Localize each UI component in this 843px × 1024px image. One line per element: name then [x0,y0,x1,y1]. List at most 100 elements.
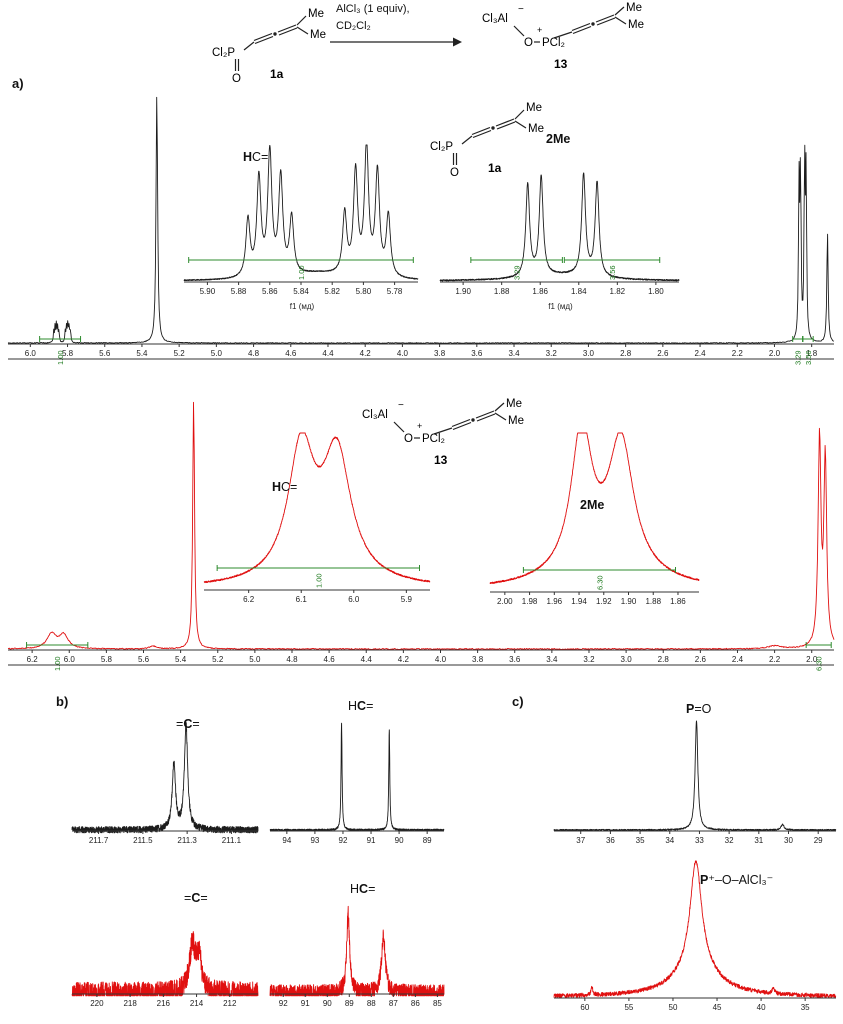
svg-text:50: 50 [669,1003,678,1012]
svg-text:4.8: 4.8 [286,655,298,664]
svg-text:37: 37 [576,836,585,845]
ann-post: = [368,882,376,896]
bonds [452,109,527,165]
svg-text:2.8: 2.8 [620,349,632,358]
svg-text:4.8: 4.8 [248,349,260,358]
ann-post: =O [694,702,712,716]
pcl2-label: Cl₂P [212,47,235,59]
svg-text:211.5: 211.5 [133,836,153,845]
svg-text:5.4: 5.4 [175,655,187,664]
svg-text:34: 34 [665,836,674,845]
spectrum-1h-1a: 6.0 5.8 5.6 5.4 5.2 5.0 4.8 4.6 4.4 4.2 4.0 3.8 3.6 3… [7,96,835,365]
svg-text:31: 31 [754,836,763,845]
svg-text:4.2: 4.2 [360,349,372,358]
inset-1h-1a-me: 1.90 1.88 1.86 1.84 1.82 1.80 f1 (мд) 3.29 3.56 [439,172,680,311]
svg-text:1.82: 1.82 [610,287,626,296]
spectrum-13c-13-hc: 92 91 90 89 88 87 86 85 [269,905,445,1008]
structure-1a: Cl₂P O Me Me 1a [212,8,326,85]
annotation-p-adduct: P⁺–O–AlCl₃⁻ [700,872,773,887]
inset-1h-13-hc: 6.2 6.1 6.0 5.9 1.00 [203,432,431,604]
svg-text:5.86: 5.86 [262,287,278,296]
svg-text:216: 216 [157,999,171,1008]
svg-text:3.6: 3.6 [471,349,483,358]
ann-bold: P [700,873,709,887]
svg-text:90: 90 [323,999,332,1008]
svg-text:2.0: 2.0 [769,349,781,358]
svg-text:1.88: 1.88 [494,287,510,296]
reaction-conditions-line1: AlCl₃ (1 equiv), [336,3,410,15]
svg-text:6.2: 6.2 [243,595,255,604]
svg-text:211.1: 211.1 [222,836,242,845]
svg-text:5.0: 5.0 [249,655,261,664]
minus-charge: − [518,4,524,15]
plus-charge: + [537,25,542,35]
svg-text:2.2: 2.2 [769,655,781,664]
svg-text:2.6: 2.6 [695,655,707,664]
allene-central-carbon-dot [491,126,495,130]
svg-text:1.86: 1.86 [532,287,548,296]
svg-text:89: 89 [423,836,432,845]
svg-text:88: 88 [367,999,376,1008]
methyl-top-label: Me [626,2,642,14]
svg-text:1.84: 1.84 [571,287,587,296]
panel-b-label: b) [56,694,69,709]
methyl-bottom-label: Me [528,123,544,135]
oxygen-label: O [232,73,241,85]
svg-text:211.3: 211.3 [177,836,197,845]
svg-text:5.4: 5.4 [136,349,148,358]
svg-text:30: 30 [784,836,793,845]
svg-text:4.0: 4.0 [435,655,447,664]
svg-text:4.0: 4.0 [397,349,409,358]
spectrum-13c-1a-allene: 211.7 211.5 211.3 211.1 [71,721,259,845]
annotation-allene-13: =C= [184,891,208,905]
svg-text:4.4: 4.4 [361,655,373,664]
ann-bold: 2Me [546,132,571,146]
ann-pre: = [176,717,184,731]
annotation-2me-1a: 2Me [546,132,570,146]
svg-text:3.4: 3.4 [546,655,558,664]
svg-text:6.30: 6.30 [815,656,824,671]
svg-text:3.0: 3.0 [621,655,633,664]
svg-text:6.1: 6.1 [296,595,308,604]
panel-a-label: a) [12,76,24,91]
svg-text:33: 33 [695,836,704,845]
svg-text:87: 87 [389,999,398,1008]
ann-bold: C [357,699,367,713]
svg-text:91: 91 [367,836,376,845]
svg-text:91: 91 [301,999,310,1008]
svg-text:5.2: 5.2 [212,655,224,664]
methyl-bottom-label: Me [628,19,644,31]
ann-post: C= [252,150,269,164]
svg-text:6.0: 6.0 [64,655,76,664]
oxygen-label: O [524,37,533,49]
inset-1h-1a-hc: 5.90 5.88 5.86 5.84 5.82 5.80 5.78 f1 (мд) 1.00 [183,144,419,311]
svg-text:1.80: 1.80 [648,287,664,296]
ann-pre: H [350,882,360,896]
svg-text:3.29: 3.29 [794,350,803,365]
svg-text:212: 212 [223,999,237,1008]
svg-text:2.00: 2.00 [497,597,513,606]
svg-text:86: 86 [411,999,420,1008]
svg-text:3.56: 3.56 [608,265,617,280]
svg-text:35: 35 [636,836,645,845]
svg-text:1.96: 1.96 [547,597,563,606]
ann-bold: P [686,702,695,716]
methyl-bottom-label: Me [508,415,524,427]
svg-text:3.6: 3.6 [509,655,521,664]
svg-text:5.78: 5.78 [387,287,403,296]
svg-text:5.0: 5.0 [211,349,223,358]
allene-central-carbon-dot [273,32,277,36]
allene-central-carbon-dot [591,22,595,26]
svg-text:1.86: 1.86 [670,597,686,606]
compound-1a-label: 1a [270,67,284,81]
spectrum-1h-13: 6.2 6.0 5.8 5.6 5.4 5.2 5.0 4.8 4.6 4.4 4.2 4.0 3.8 3… [7,401,835,671]
svg-text:45: 45 [713,1003,722,1012]
alcl3-label: Cl₃Al [482,13,508,25]
ann-bold: C [191,891,201,905]
structure-13-inset: Cl₃Al − O + PCl₂ Me Me 13 [362,398,524,467]
svg-text:5.88: 5.88 [231,287,247,296]
annotation-2me-13: 2Me [580,498,604,512]
svg-text:5.6: 5.6 [138,655,150,664]
svg-text:214: 214 [190,999,204,1008]
